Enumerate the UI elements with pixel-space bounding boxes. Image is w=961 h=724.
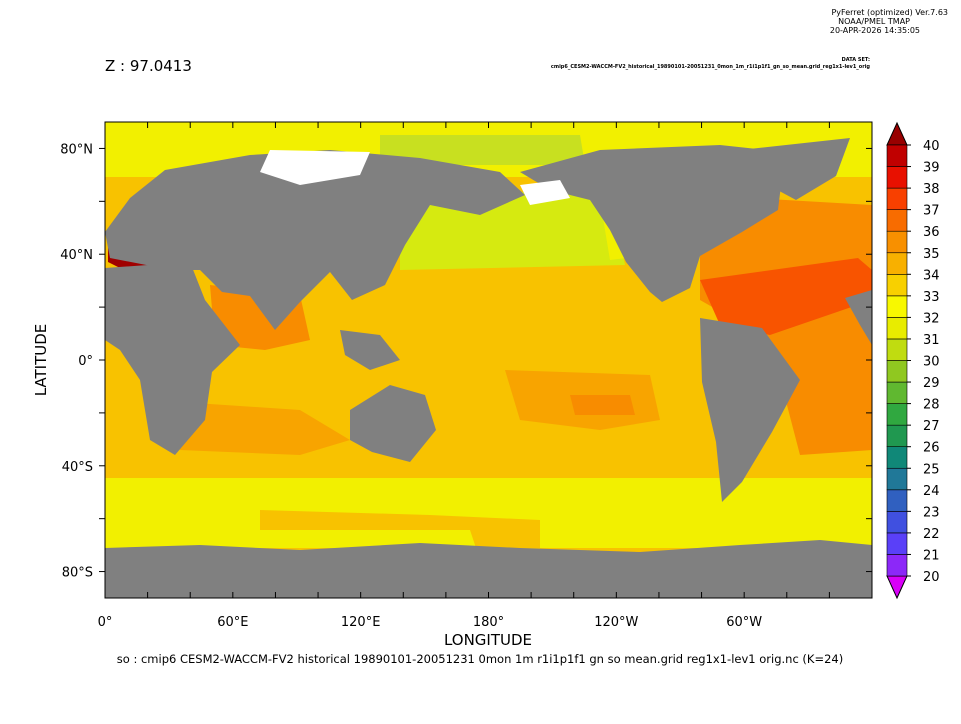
colorbar-label: 25 — [923, 462, 940, 477]
x-tick-label: 180° — [473, 615, 504, 630]
colorbar-arrow — [886, 121, 908, 146]
colorbar-cell — [886, 446, 908, 469]
colorbar-label: 26 — [923, 441, 940, 456]
colorbar-label: 38 — [923, 182, 940, 197]
colorbar-label: 32 — [923, 311, 940, 326]
colorbar-cell — [886, 166, 908, 189]
y-axis-title: LATITUDE — [32, 324, 50, 397]
x-axis-title: LONGITUDE — [444, 631, 532, 649]
colorbar-cell — [886, 467, 908, 491]
colorbar-label: 22 — [923, 527, 940, 542]
colorbar-label: 23 — [923, 505, 940, 520]
colorbar-cell — [886, 230, 908, 254]
colorbar-cell — [886, 403, 908, 426]
x-tick-label: 120°W — [594, 615, 638, 630]
colorbar-label: 36 — [923, 225, 940, 240]
colorbar-cell — [886, 338, 908, 361]
colorbar-label: 30 — [923, 355, 940, 370]
colorbar: 20 21 22 23 24 25 26 27 28 29 30 31 32 33 34 35 36 37 38 39… — [886, 121, 940, 600]
colorbar-label: 40 — [923, 139, 940, 154]
x-tick-label: 0° — [98, 615, 113, 630]
colorbar-label: 35 — [923, 247, 940, 262]
org-label: NOAA/PMEL TMAP — [838, 17, 910, 26]
y-tick-label: 0° — [78, 354, 93, 369]
colorbar-cell — [886, 381, 908, 404]
timestamp: 20-APR-2026 14:35:05 — [830, 26, 920, 35]
x-tick-label: 120°E — [341, 615, 381, 630]
y-tick-label: 80°S — [62, 566, 93, 581]
colorbar-cell — [886, 554, 908, 577]
colorbar-cell — [886, 144, 908, 167]
colorbar-cell — [886, 511, 908, 534]
caption: so : cmip6 CESM2-WACCM-FV2 historical 19… — [117, 652, 843, 666]
colorbar-label: 28 — [923, 398, 940, 413]
colorbar-label: 39 — [923, 161, 940, 176]
dataset-label: DATA SET: — [842, 57, 870, 63]
colorbar-cell — [886, 252, 908, 275]
x-tick-label: 60°W — [726, 615, 762, 630]
x-tick-label: 60°E — [217, 615, 248, 630]
program-label: PyFerret (optimized) Ver.7.63 — [831, 8, 948, 17]
colorbar-cell — [886, 209, 908, 232]
map-field — [105, 122, 872, 598]
colorbar-label: 33 — [923, 290, 940, 305]
colorbar-arrow — [886, 575, 908, 600]
colorbar-cell — [886, 295, 908, 318]
colorbar-cell — [886, 273, 908, 297]
y-tick-label: 40°N — [60, 248, 93, 263]
colorbar-label: 29 — [923, 376, 940, 391]
colorbar-cell — [886, 532, 908, 555]
colorbar-label: 37 — [923, 204, 940, 219]
colorbar-label: 24 — [923, 484, 940, 499]
colorbar-label: 21 — [923, 548, 940, 563]
colorbar-label: 31 — [923, 333, 940, 348]
colorbar-cell — [886, 187, 908, 210]
colorbar-cell — [886, 424, 908, 447]
colorbar-cell — [886, 360, 908, 383]
dataset-name: cmip6_CESM2-WACCM-FV2_historical_1989010… — [551, 64, 870, 70]
axes: 0° 60°E 120°E 180° 120°W 60°W 80°N 40°N 0° 40°S 80… — [60, 122, 873, 630]
colorbar-label: 20 — [923, 570, 940, 585]
y-tick-label: 80°N — [60, 142, 93, 157]
colorbar-cell — [886, 317, 908, 340]
z-label: Z : 97.0413 — [105, 57, 192, 75]
y-tick-label: 40°S — [62, 460, 93, 475]
colorbar-label: 34 — [923, 268, 940, 283]
colorbar-cell — [886, 489, 908, 512]
colorbar-label: 27 — [923, 419, 940, 434]
